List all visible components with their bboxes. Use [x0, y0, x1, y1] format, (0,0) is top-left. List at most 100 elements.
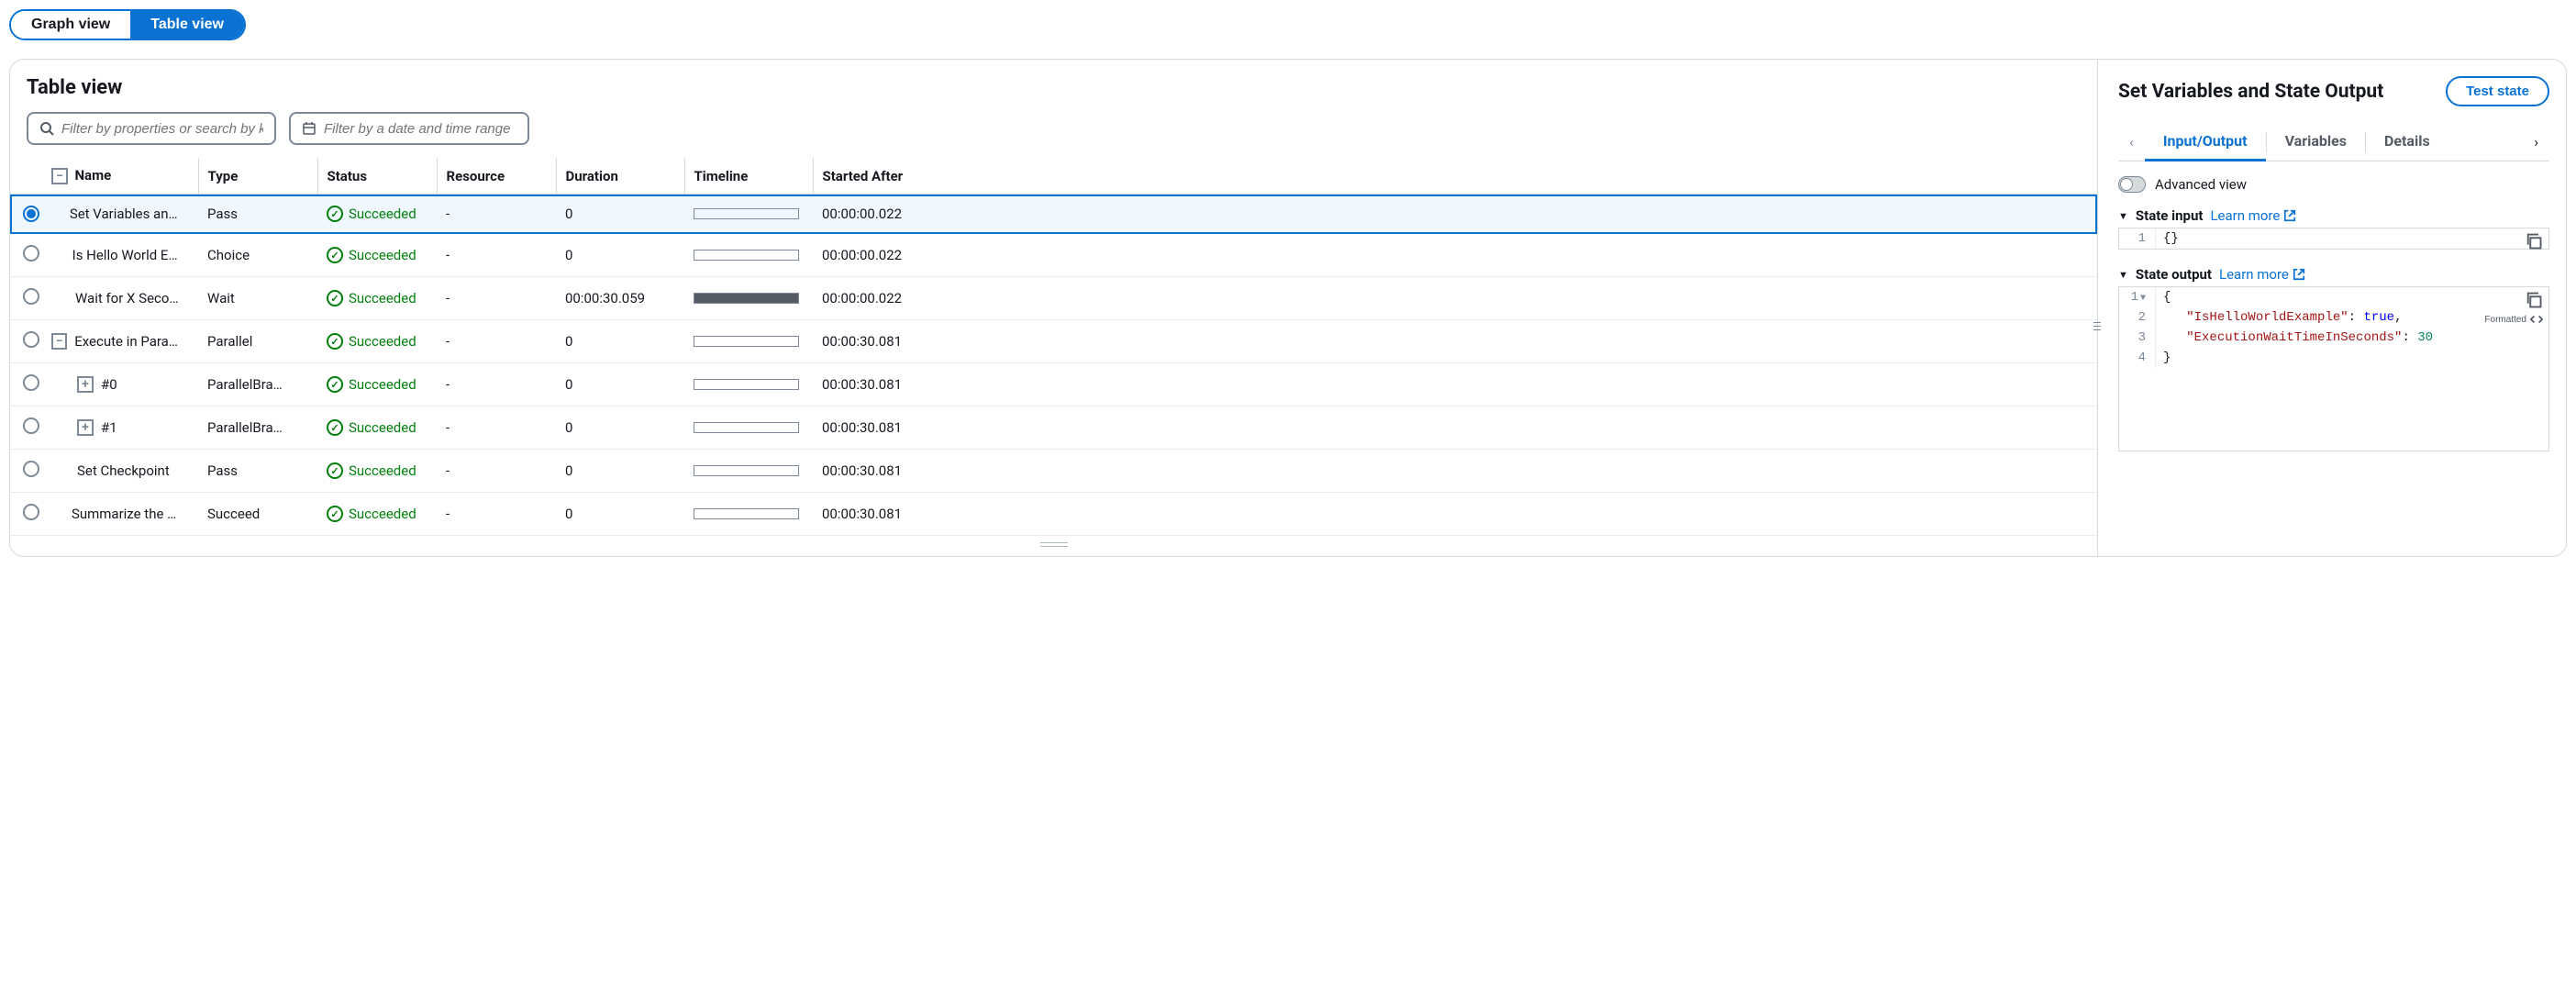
- tab-scroll-right[interactable]: ›: [2523, 124, 2549, 160]
- col-duration[interactable]: Duration: [556, 158, 684, 195]
- row-resource: -: [437, 450, 556, 493]
- states-table: − Name Type Status Resource Duration Tim…: [10, 158, 2097, 536]
- collapse-all-icon[interactable]: −: [51, 168, 68, 184]
- table-row[interactable]: Set CheckpointPassSucceeded-000:00:30.08…: [10, 450, 2097, 493]
- copy-icon[interactable]: [2525, 291, 2543, 309]
- table-row[interactable]: +#1ParallelBra…Succeeded-000:00:30.081: [10, 406, 2097, 450]
- col-name: Name: [74, 167, 111, 184]
- advanced-view-row: Advanced view: [2118, 176, 2549, 193]
- caret-down-icon: ▼: [2118, 210, 2128, 222]
- tab-input-output[interactable]: Input/Output: [2145, 123, 2266, 161]
- external-link-icon: [2293, 268, 2305, 281]
- row-radio[interactable]: [23, 418, 39, 434]
- row-status: Succeeded: [349, 206, 416, 222]
- row-started-after: 00:00:30.081: [813, 406, 2097, 450]
- row-duration: 0: [556, 363, 684, 406]
- col-type[interactable]: Type: [198, 158, 317, 195]
- row-duration: 0: [556, 320, 684, 363]
- row-name: Is Hello World Example?: [72, 247, 180, 263]
- filter-date-input[interactable]: [324, 121, 516, 137]
- calendar-icon: [302, 121, 316, 136]
- table-view-tab[interactable]: Table view: [130, 11, 244, 39]
- row-resource: -: [437, 234, 556, 277]
- row-radio[interactable]: [23, 461, 39, 477]
- table-row[interactable]: Wait for X SecondsWaitSucceeded-00:00:30…: [10, 277, 2097, 320]
- advanced-view-toggle[interactable]: [2118, 176, 2146, 193]
- state-output-label: State output: [2136, 266, 2212, 283]
- state-input-learn-more[interactable]: Learn more: [2210, 207, 2296, 224]
- success-icon: [327, 462, 343, 479]
- state-input-label: State input: [2136, 207, 2204, 224]
- formatted-badge[interactable]: Formatted: [2484, 313, 2543, 326]
- row-radio[interactable]: [23, 331, 39, 348]
- details-panel: Set Variables and State Output Test stat…: [2098, 60, 2566, 556]
- detail-tabs: ‹ Input/Output Variables Details ›: [2118, 123, 2549, 161]
- timeline-bar: [694, 293, 799, 304]
- table-row[interactable]: Set Variables and State OutputPassSuccee…: [10, 195, 2097, 234]
- success-icon: [327, 506, 343, 522]
- table-row[interactable]: Summarize the ExecutionSucceedSucceeded-…: [10, 493, 2097, 536]
- row-resource: -: [437, 363, 556, 406]
- table-row[interactable]: −Execute in ParallelParallelSucceeded-00…: [10, 320, 2097, 363]
- row-name: Wait for X Seconds: [75, 290, 180, 306]
- row-status: Succeeded: [349, 290, 416, 306]
- filter-date-box[interactable]: [289, 112, 529, 145]
- row-type: Succeed: [198, 493, 317, 536]
- caret-down-icon: ▼: [2118, 269, 2128, 281]
- code-content: {}: [2156, 228, 2186, 249]
- row-name: #1: [101, 419, 117, 436]
- resize-handle-vertical[interactable]: [2093, 308, 2101, 345]
- success-icon: [327, 206, 343, 222]
- row-status: Succeeded: [349, 462, 416, 479]
- test-state-button[interactable]: Test state: [2446, 76, 2549, 106]
- row-name: Execute in Parallel: [74, 333, 180, 350]
- advanced-view-label: Advanced view: [2155, 176, 2247, 193]
- row-started-after: 00:00:30.081: [813, 493, 2097, 536]
- graph-view-tab[interactable]: Graph view: [11, 11, 130, 39]
- row-radio[interactable]: [23, 206, 39, 222]
- row-radio[interactable]: [23, 374, 39, 391]
- row-name: #0: [101, 376, 117, 393]
- tab-details[interactable]: Details: [2366, 123, 2448, 161]
- row-duration: 00:00:30.059: [556, 277, 684, 320]
- table-row[interactable]: Is Hello World Example?ChoiceSucceeded-0…: [10, 234, 2097, 277]
- col-started-after[interactable]: Started After: [813, 158, 2097, 195]
- copy-icon[interactable]: [2525, 232, 2543, 250]
- search-icon: [39, 121, 54, 136]
- table-row[interactable]: +#0ParallelBra…Succeeded-000:00:30.081: [10, 363, 2097, 406]
- tab-scroll-left[interactable]: ‹: [2118, 124, 2145, 160]
- row-started-after: 00:00:00.022: [813, 195, 2097, 234]
- row-type: ParallelBra…: [198, 406, 317, 450]
- filter-search-input[interactable]: [61, 121, 263, 137]
- expand-icon[interactable]: +: [77, 419, 94, 436]
- row-type: Choice: [198, 234, 317, 277]
- row-radio[interactable]: [23, 288, 39, 305]
- state-input-header[interactable]: ▼ State input Learn more: [2118, 207, 2549, 224]
- row-resource: -: [437, 493, 556, 536]
- tab-variables[interactable]: Variables: [2267, 123, 2365, 161]
- timeline-bar: [694, 508, 799, 519]
- col-status[interactable]: Status: [317, 158, 437, 195]
- state-output-code: 1▼{ 2 "IsHelloWorldExample": true, 3 "Ex…: [2118, 286, 2549, 451]
- timeline-bar: [694, 422, 799, 433]
- collapse-icon[interactable]: −: [51, 333, 67, 350]
- state-output-learn-more[interactable]: Learn more: [2219, 266, 2305, 283]
- filter-search-box[interactable]: [27, 112, 276, 145]
- success-icon: [327, 247, 343, 263]
- row-radio[interactable]: [23, 245, 39, 262]
- col-resource[interactable]: Resource: [437, 158, 556, 195]
- row-duration: 0: [556, 195, 684, 234]
- row-resource: -: [437, 277, 556, 320]
- row-name: Summarize the Execution: [72, 506, 180, 522]
- expand-icon[interactable]: +: [77, 376, 94, 393]
- state-output-header[interactable]: ▼ State output Learn more: [2118, 266, 2549, 283]
- col-timeline[interactable]: Timeline: [684, 158, 813, 195]
- row-radio[interactable]: [23, 504, 39, 520]
- row-resource: -: [437, 406, 556, 450]
- resize-handle-horizontal[interactable]: [10, 540, 2097, 549]
- success-icon: [327, 419, 343, 436]
- row-resource: -: [437, 195, 556, 234]
- main-panel: Table view − Name Type Status: [9, 59, 2567, 557]
- success-icon: [327, 290, 343, 306]
- row-status: Succeeded: [349, 376, 416, 393]
